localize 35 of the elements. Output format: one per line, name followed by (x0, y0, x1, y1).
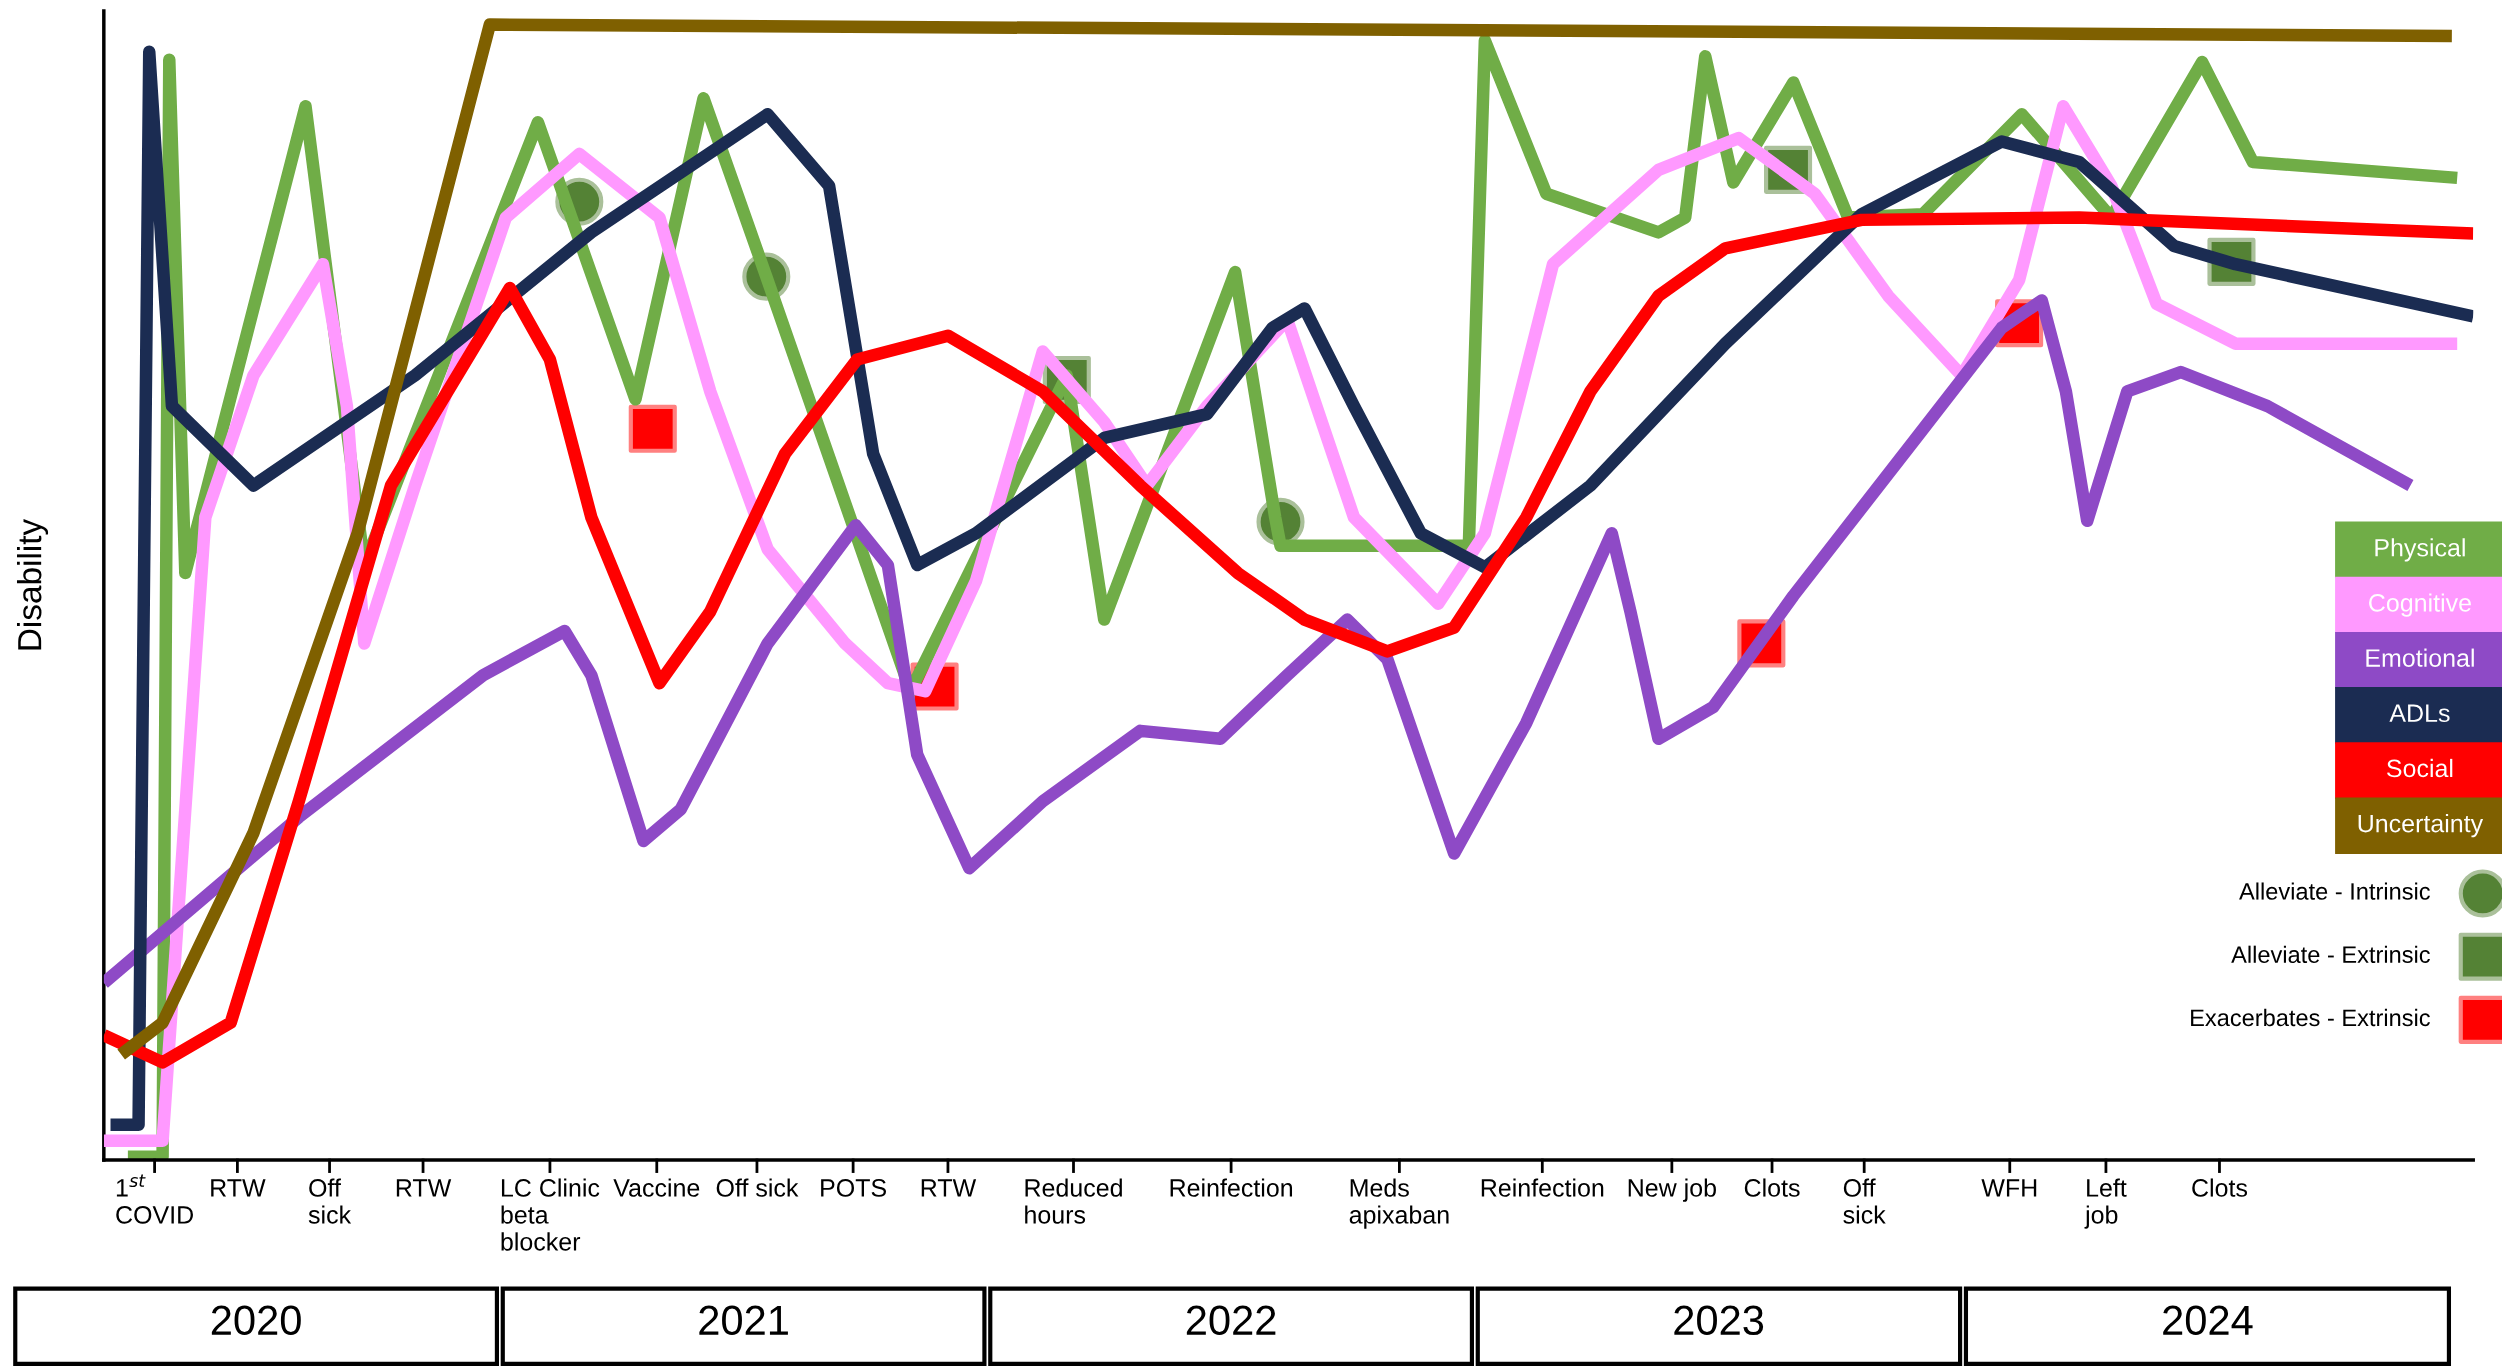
ref-line-label: New job (1628, 1178, 1716, 1202)
ref-line-label: RTW (396, 1179, 452, 1197)
ref-line-label: Reduced hours (1025, 1178, 1122, 1224)
ref-line-label: RTW (921, 1179, 977, 1197)
ref-line-label: Off sick (308, 1178, 352, 1224)
legend-label: Alleviate - Extrinsic (2231, 945, 2430, 964)
ref-line-label: Reinfection (1481, 1178, 1604, 1197)
legend-label: Exacerbates - Extrinsic (2191, 1008, 2430, 1027)
x-tick-label: 2023 (1674, 1305, 1764, 1336)
ref-line-label: 1$^{st}$ COVID (116, 1174, 193, 1224)
text: Social (2387, 758, 2453, 778)
ref-line-label: Meds apixaban (1349, 1178, 1449, 1229)
x-tick-label: 2021 (699, 1305, 788, 1336)
text: Emotional (2366, 648, 2474, 667)
text: Cognitive (2369, 593, 2471, 617)
ref-line-label: LC Clinic beta blocker (501, 1178, 600, 1251)
ref-line-label: Reinfection (1170, 1178, 1293, 1197)
text: ADLs (2389, 704, 2450, 723)
text: Uncertainty (2358, 814, 2484, 838)
ref-line-label: Vaccine (613, 1178, 700, 1197)
ref-line-label: RTW (211, 1179, 266, 1197)
x-tick-label: 2022 (1186, 1305, 1276, 1336)
ref-line-label: Off sick (716, 1178, 799, 1197)
text: Physical (2375, 538, 2465, 562)
y-axis-title: Disability (16, 518, 49, 650)
ref-line-label: POTS (821, 1179, 886, 1197)
x-tick-label: 2020 (211, 1305, 301, 1336)
ref-line-label: Off sick (1843, 1178, 1886, 1224)
x-tick-label: 2024 (2163, 1305, 2253, 1336)
ref-line-label: Left job (2084, 1178, 2127, 1229)
ref-line-label: Clots (2192, 1178, 2248, 1197)
ref-line-label: WFH (1981, 1179, 2037, 1197)
ref-line-label: Clots (1744, 1178, 1800, 1197)
legend-label: Alleviate - Intrinsic (2239, 882, 2430, 900)
point (628, 404, 677, 453)
